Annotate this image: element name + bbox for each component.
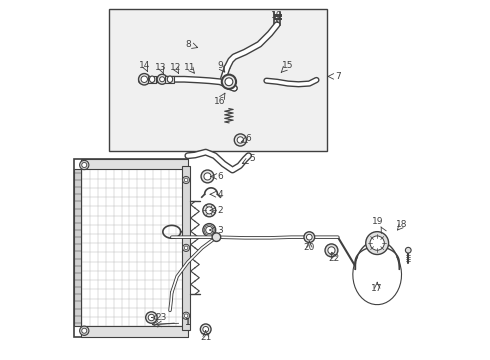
Circle shape xyxy=(139,73,150,85)
Text: 13: 13 xyxy=(155,63,167,72)
Text: 1: 1 xyxy=(185,318,191,327)
Circle shape xyxy=(328,247,335,254)
Circle shape xyxy=(203,204,216,217)
Text: 17: 17 xyxy=(371,284,383,293)
Text: 23: 23 xyxy=(155,313,167,322)
Circle shape xyxy=(141,76,147,82)
Ellipse shape xyxy=(167,76,172,82)
Text: 3: 3 xyxy=(217,225,223,234)
Bar xyxy=(81,158,188,169)
Bar xyxy=(165,76,174,83)
Text: 6: 6 xyxy=(245,134,251,143)
Circle shape xyxy=(184,314,188,318)
Text: 1: 1 xyxy=(185,318,191,327)
Text: 8: 8 xyxy=(185,40,191,49)
Bar xyxy=(148,76,156,83)
Circle shape xyxy=(203,224,216,237)
Circle shape xyxy=(370,236,384,250)
Text: 21: 21 xyxy=(200,333,211,342)
Polygon shape xyxy=(355,241,399,269)
Circle shape xyxy=(325,244,338,257)
Circle shape xyxy=(203,327,209,332)
Ellipse shape xyxy=(149,76,155,82)
Text: 10: 10 xyxy=(271,11,283,20)
Bar xyxy=(109,9,327,152)
Text: 19: 19 xyxy=(372,217,384,226)
Circle shape xyxy=(182,244,190,251)
Circle shape xyxy=(79,160,89,170)
Circle shape xyxy=(234,134,246,146)
Text: 9: 9 xyxy=(217,61,223,70)
Circle shape xyxy=(225,78,233,86)
Bar xyxy=(74,169,81,327)
Circle shape xyxy=(306,234,312,240)
Circle shape xyxy=(237,137,244,143)
Circle shape xyxy=(82,328,87,333)
Circle shape xyxy=(148,314,155,321)
Circle shape xyxy=(201,170,214,183)
Text: 16: 16 xyxy=(214,97,226,106)
Circle shape xyxy=(146,312,157,323)
Text: 20: 20 xyxy=(304,243,315,252)
Circle shape xyxy=(304,232,315,243)
Circle shape xyxy=(184,246,188,249)
Circle shape xyxy=(222,75,236,89)
Circle shape xyxy=(206,226,213,234)
Circle shape xyxy=(204,173,211,180)
Text: 6: 6 xyxy=(217,172,223,181)
Text: 22: 22 xyxy=(329,254,340,263)
Circle shape xyxy=(157,74,167,84)
Circle shape xyxy=(200,324,211,335)
Circle shape xyxy=(405,247,411,253)
Bar xyxy=(81,327,188,337)
Text: 15: 15 xyxy=(282,61,294,70)
Text: 2: 2 xyxy=(217,206,223,215)
Circle shape xyxy=(160,77,165,82)
Circle shape xyxy=(79,326,89,336)
Circle shape xyxy=(366,231,389,255)
Text: 11: 11 xyxy=(184,63,196,72)
Circle shape xyxy=(182,312,190,319)
Text: 12: 12 xyxy=(170,63,181,72)
Circle shape xyxy=(184,178,188,182)
Text: 14: 14 xyxy=(139,61,150,70)
Circle shape xyxy=(82,162,87,167)
Text: 18: 18 xyxy=(396,220,408,229)
Circle shape xyxy=(206,207,213,214)
Text: 4: 4 xyxy=(217,190,223,199)
Text: 5: 5 xyxy=(249,154,255,163)
Circle shape xyxy=(212,233,220,242)
Text: 7: 7 xyxy=(335,72,341,81)
Bar xyxy=(74,158,188,337)
Circle shape xyxy=(182,176,190,184)
Bar xyxy=(182,166,190,330)
